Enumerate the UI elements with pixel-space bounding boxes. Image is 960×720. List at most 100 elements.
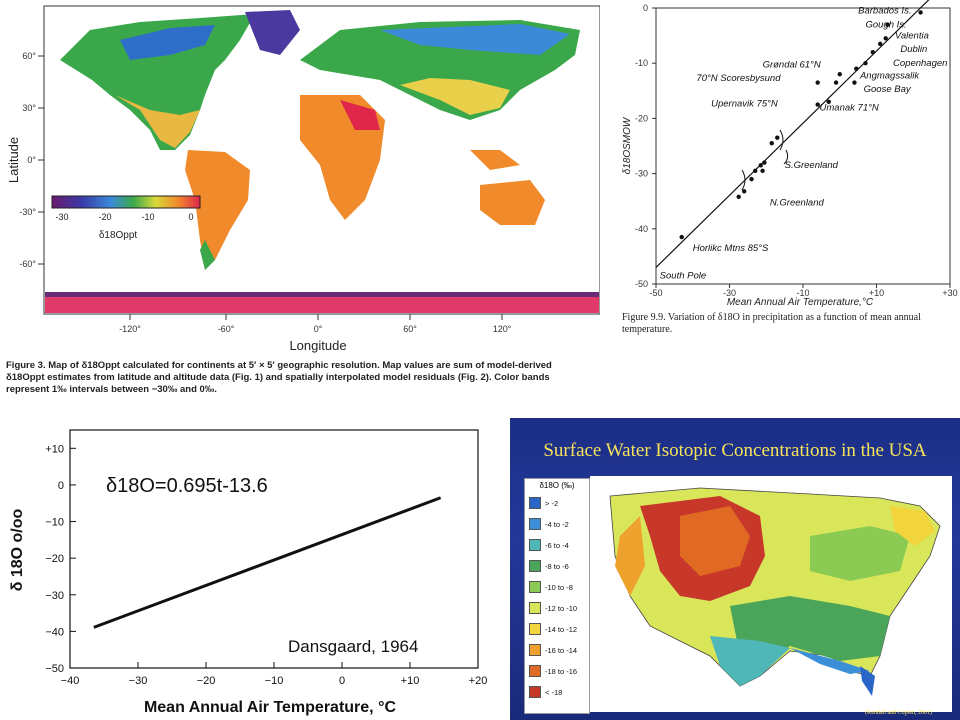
map-ytick-label: 0° xyxy=(27,155,36,165)
map-ytick-label: 60° xyxy=(22,51,36,61)
map-xtick-label: 60° xyxy=(403,324,417,334)
scatter-ylabel: δ18OSMOW xyxy=(622,116,633,174)
colorbar-tick-label: -30 xyxy=(55,212,68,222)
regression-equation: δ18O=0.695t-13.6 xyxy=(106,475,268,497)
usa-legend-item: -12 to -10 xyxy=(529,602,577,614)
s-greenland-bracket xyxy=(779,129,789,165)
scatter-annotation: Gough Is. xyxy=(865,19,906,30)
usa-map-figure xyxy=(609,487,941,696)
scatter-point xyxy=(837,72,842,77)
usa-legend-item: -8 to -6 xyxy=(529,560,569,572)
map-y-ticks: 60° 30° 0° -30° -60° xyxy=(19,51,44,269)
usa-legend-item: -16 to -14 xyxy=(529,644,577,656)
scatter-x-ticks: -50 -30 -10 +10 +30 xyxy=(649,284,958,298)
south-america-shape xyxy=(185,150,250,270)
regression-figure: −40 −30 −20 −10 0 +10 +20 +100−10−20−30−40−50 … xyxy=(9,429,487,716)
map-x-ticks: -120° -60° 0° 60° 120° xyxy=(119,314,512,334)
world-map-panel: -120° -60° 0° 60° 120° 60° 30° 0° -30° -60° Long… xyxy=(0,0,600,410)
map-ytick-label: -60° xyxy=(19,259,36,269)
map-colorbar xyxy=(51,195,201,209)
greenland-shape xyxy=(245,10,300,55)
scatter-point xyxy=(863,61,868,66)
usa-credit: (Kendall and Coplen, 2001) xyxy=(865,710,932,716)
scatter-point xyxy=(679,234,684,240)
scatter-annotation: Copenhagen xyxy=(893,58,947,69)
scatter-annotation: Dublin xyxy=(900,44,927,55)
scatter-point xyxy=(760,168,765,174)
regression-ytick-label: 0 xyxy=(58,480,64,492)
scatter-annotation: S.Greenland xyxy=(785,160,839,171)
map-xlabel: Longitude xyxy=(289,338,346,353)
scatter-ytick-label: 0 xyxy=(643,3,648,13)
scatter-point xyxy=(753,168,758,174)
map-ytick-label: -30° xyxy=(19,207,36,217)
regression-xtick-label: −10 xyxy=(265,675,284,687)
scatter-annotation: N.Greenland xyxy=(770,198,825,209)
scatter-ytick-label: -50 xyxy=(635,279,648,289)
regression-panel: −40 −30 −20 −10 0 +10 +20 +10 0 −10 −20 −30 −40 −50 … xyxy=(0,418,500,720)
map-ytick-label: 30° xyxy=(22,103,36,113)
regression-ytick-label: −10 xyxy=(45,517,64,529)
usa-legend-swatch xyxy=(529,623,541,635)
north-america-shape xyxy=(60,14,255,150)
map-xtick-label: 0° xyxy=(314,324,323,334)
colorbar-label: δ18Oppt xyxy=(99,230,138,241)
regression-ytick-label: −50 xyxy=(45,663,64,675)
scatter-point xyxy=(854,66,859,71)
usa-legend-swatch xyxy=(529,539,541,551)
map-xtick-label: -120° xyxy=(119,324,141,334)
usa-legend-item: -4 to -2 xyxy=(529,518,569,530)
usa-legend-label: -16 to -14 xyxy=(545,645,578,655)
usa-legend-item: > -2 xyxy=(529,497,558,509)
map-ylabel: Latitude xyxy=(6,137,21,183)
scatter-xtick-label: +30 xyxy=(942,288,957,298)
colorbar-tick-label: 0 xyxy=(188,212,193,222)
usa-legend-label: -8 to -6 xyxy=(545,561,569,571)
usa-legend-label: -6 to -4 xyxy=(545,540,569,550)
usa-legend-swatch xyxy=(529,665,541,677)
scatter-fit-line xyxy=(655,0,930,268)
regression-xtick-label: −20 xyxy=(197,675,216,687)
scatter-point xyxy=(826,99,831,105)
regression-xtick-label: −30 xyxy=(129,675,148,687)
scatter-point xyxy=(833,80,839,85)
scatter-xtick-label: -50 xyxy=(649,288,662,298)
usa-legend-label: > -2 xyxy=(545,498,559,508)
usa-legend-swatch xyxy=(529,497,541,509)
scatter-point xyxy=(758,163,763,168)
scatter-xlabel: Mean Annual Air Temperature,°C xyxy=(727,297,874,308)
colorbar-tick-label: -10 xyxy=(141,212,154,222)
regression-frame xyxy=(69,429,479,669)
scatter-point xyxy=(877,41,883,47)
usa-legend-label: -10 to -8 xyxy=(545,582,573,592)
scatter-point xyxy=(775,135,780,140)
regression-ytick-label: −40 xyxy=(45,626,64,638)
scatter-y-ticks: 0 -10 -20 -30 -40 -50 xyxy=(635,3,656,289)
scatter-ytick-label: -20 xyxy=(635,113,648,123)
usa-legend-label: -14 to -12 xyxy=(545,624,578,634)
usa-legend-item: -6 to -4 xyxy=(529,539,569,551)
scatter-point xyxy=(742,189,747,194)
scatter-xtick-label: -30 xyxy=(723,288,736,298)
scatter-point xyxy=(815,102,820,107)
scatter-xtick-label: +10 xyxy=(869,288,884,298)
usa-legend-item: -10 to -8 xyxy=(529,581,573,593)
usa-legend: δ18O (‰) > -2 -4 to -2 -6 to -4 -8 to -6 -10… xyxy=(524,478,590,714)
regression-xtick-label: +10 xyxy=(401,675,420,687)
regression-xtick-label: 0 xyxy=(339,675,345,687)
colorbar-tick-label: -20 xyxy=(98,212,111,222)
antarctica-band xyxy=(45,296,599,313)
scatter-annotation: South Pole xyxy=(660,270,706,281)
regression-source: Dansgaard, 1964 xyxy=(288,637,418,656)
scatter-xtick-label: -10 xyxy=(796,288,809,298)
scatter-annotation: Valentia xyxy=(895,30,929,41)
usa-map-area xyxy=(590,476,952,712)
usa-legend-title: δ18O (‰) xyxy=(539,481,575,490)
scatter-annotation: Goose Bay xyxy=(864,84,912,95)
usa-legend-label: -4 to -2 xyxy=(545,519,569,529)
regression-y-ticks: +10 0 −10 −20 −30 −40 −50 xyxy=(45,443,76,675)
usa-legend-label: < -18 xyxy=(545,687,563,697)
scatter-frame xyxy=(655,7,951,285)
scatter-point xyxy=(762,160,767,165)
station-scatter-figure: Barbados Is. Gough Is.Valentia Dublin Copen… xyxy=(622,0,958,308)
